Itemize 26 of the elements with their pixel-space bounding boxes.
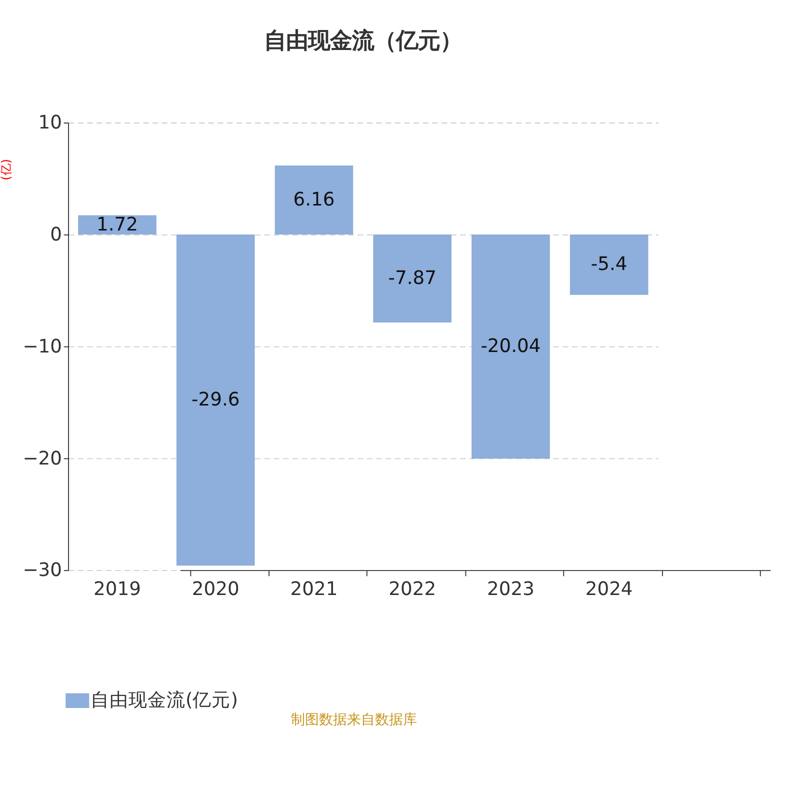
chart-title: 自由现金流（亿元） xyxy=(264,28,462,54)
x-tick-label: 2019 xyxy=(94,578,141,600)
bar xyxy=(570,234,648,295)
text: 制图数据来自数据库 xyxy=(290,712,417,728)
y-tick-label: −20 xyxy=(22,448,62,470)
data-label: 1.72 xyxy=(96,214,138,236)
data-label: 6.16 xyxy=(293,190,335,211)
data-label: -7.87 xyxy=(388,268,436,290)
x-tick-label: 2022 xyxy=(388,578,436,600)
x-tick-label: 2021 xyxy=(290,578,338,600)
bar xyxy=(78,215,156,234)
y-tick-label: −30 xyxy=(22,560,62,582)
legend-label: 自由现金流(亿元) xyxy=(90,689,238,712)
data-label: -29.6 xyxy=(192,390,240,411)
x-tick-label: 2024 xyxy=(585,578,633,600)
data-label: -20.04 xyxy=(480,336,541,358)
bar xyxy=(274,166,354,234)
x-tick-label: 2023 xyxy=(487,578,534,600)
y-tick-label: −10 xyxy=(22,336,62,358)
y-tick-label: 10 xyxy=(38,112,62,134)
bar xyxy=(373,234,452,322)
bar xyxy=(176,234,255,566)
x-tick-label: 2020 xyxy=(192,578,240,600)
y-tick-label: 0 xyxy=(50,224,62,246)
bar xyxy=(472,234,550,459)
data-label: -5.4 xyxy=(590,254,628,276)
